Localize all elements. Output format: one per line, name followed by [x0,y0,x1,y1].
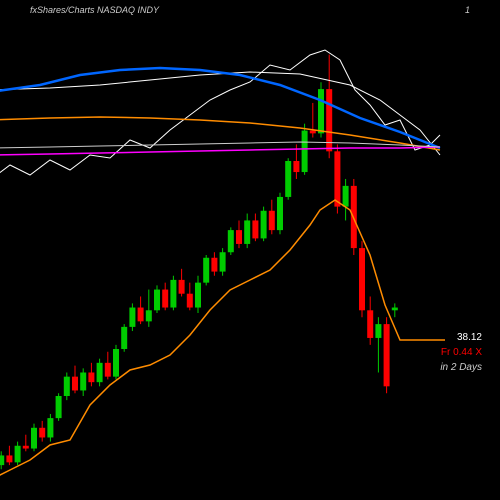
price-chart[interactable] [0,0,500,500]
price-change: Fr 0.44 X [440,347,482,358]
info-panel: 38.12 Fr 0.44 X in 2 Days [440,332,482,373]
current-price: 38.12 [440,332,482,343]
chart-container: fxShares/Charts NASDAQ INDY 1 38.12 Fr 0… [0,0,500,500]
days-info: in 2 Days [440,362,482,373]
